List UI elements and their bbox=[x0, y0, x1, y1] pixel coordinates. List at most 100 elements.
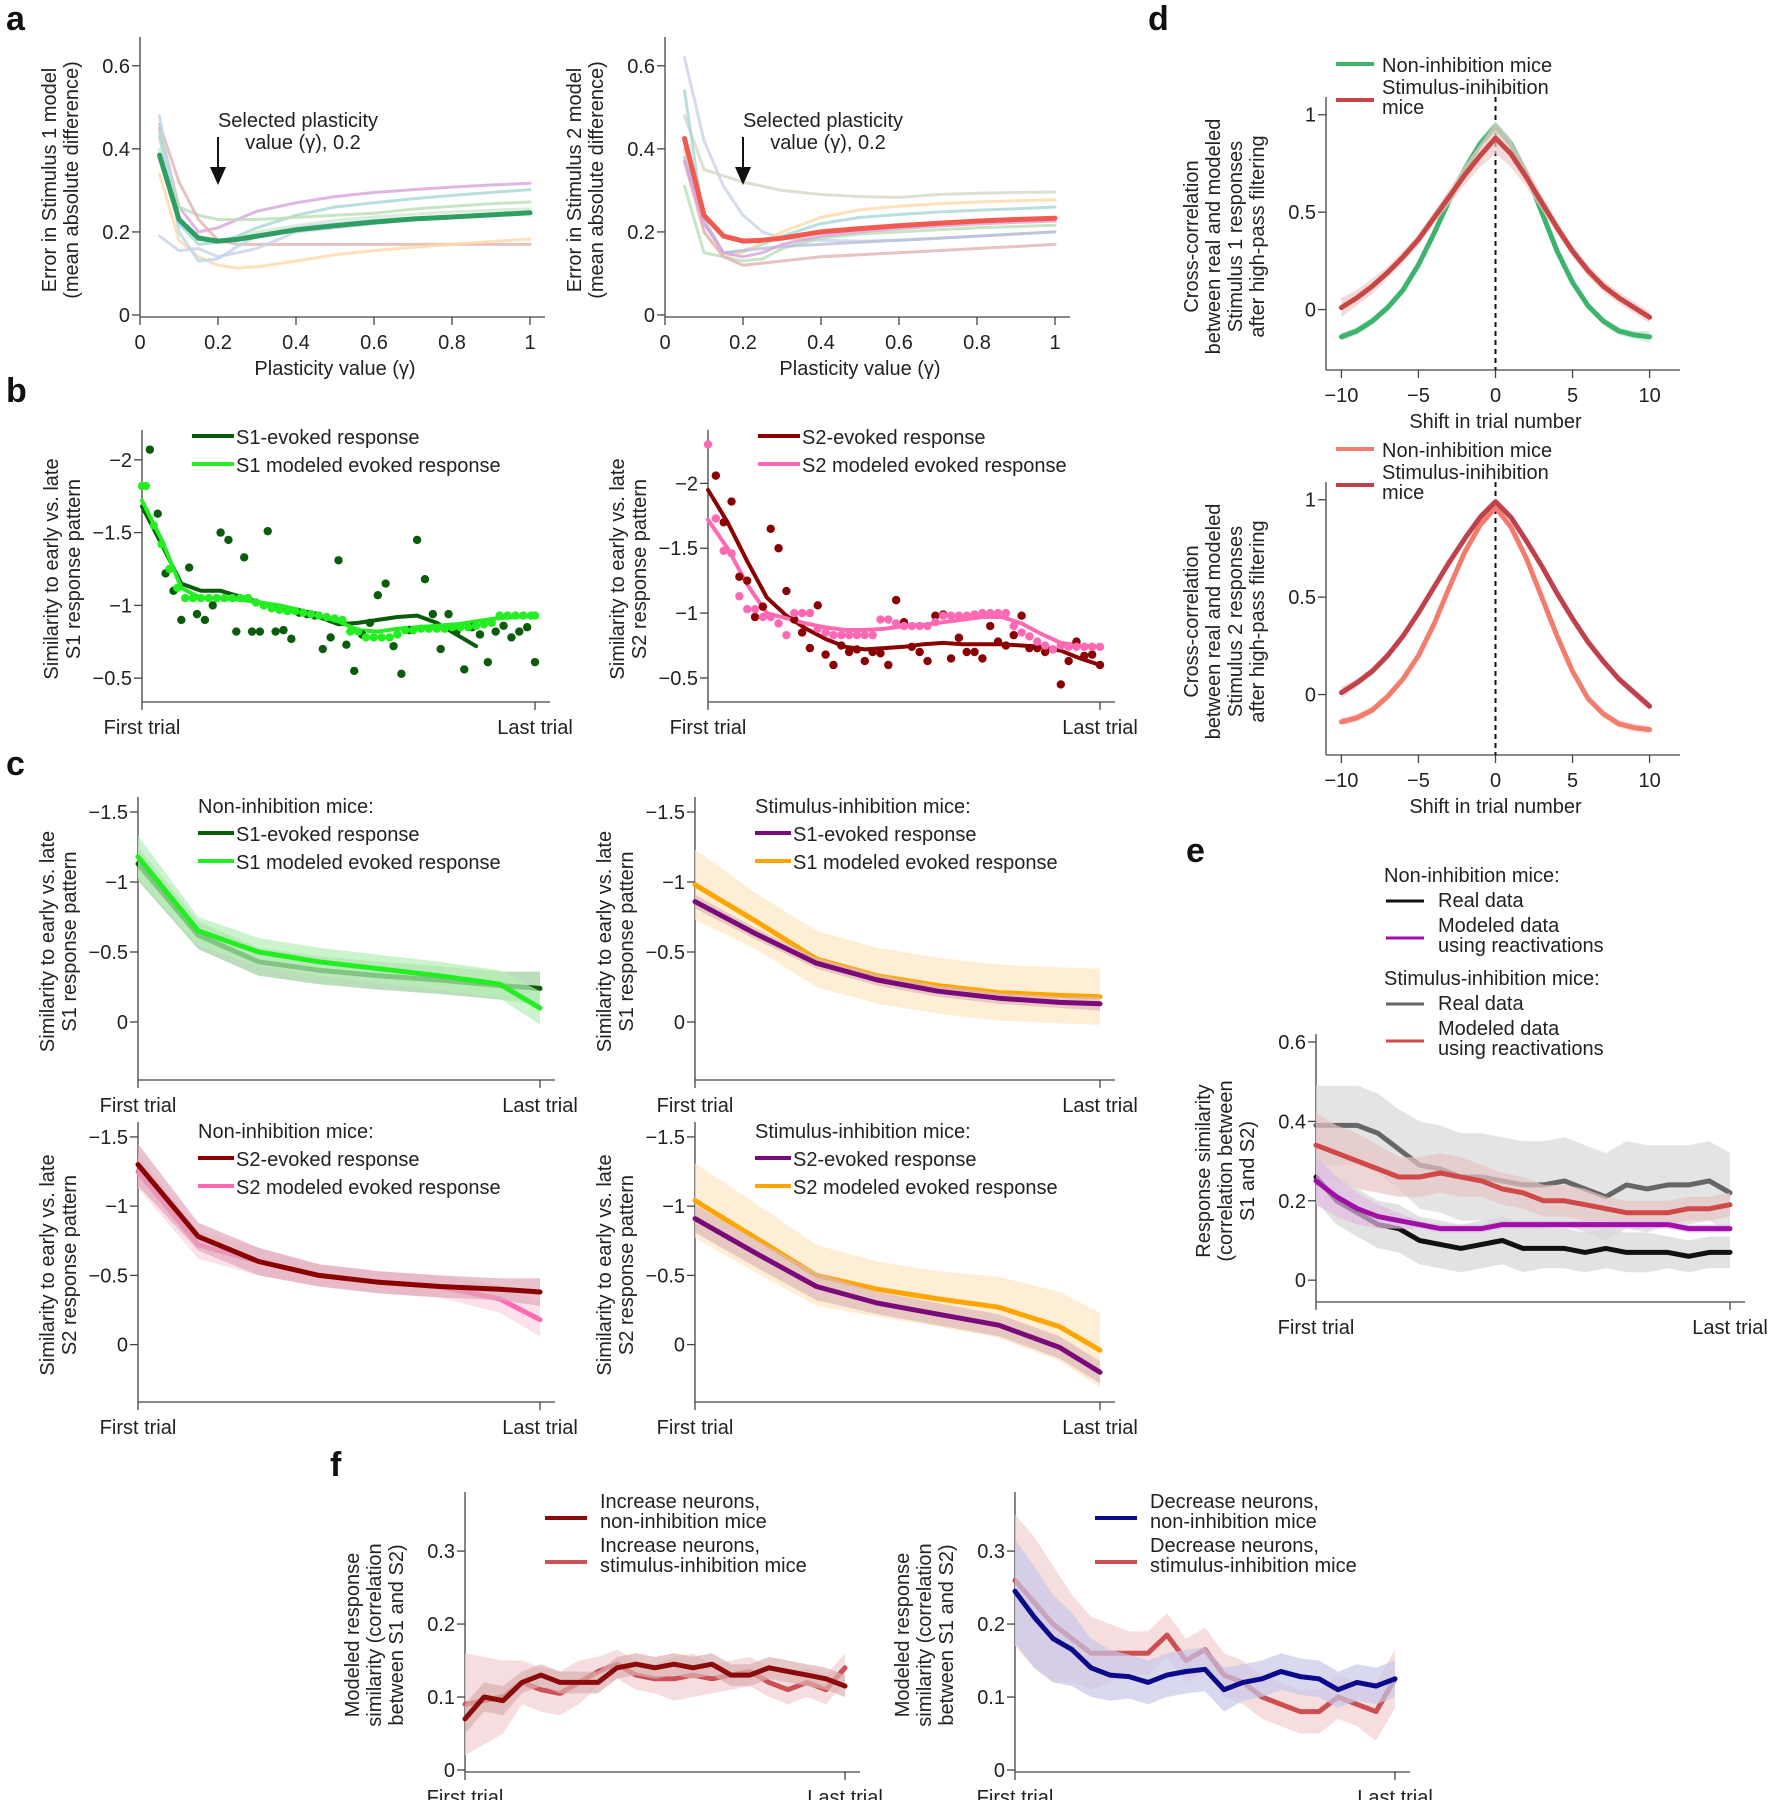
data-point bbox=[530, 657, 540, 667]
data-point bbox=[735, 572, 744, 581]
legend-label: stimulus-inhibition mice bbox=[1150, 1555, 1357, 1577]
data-point bbox=[813, 624, 822, 633]
y-tick-label: 0 bbox=[119, 305, 130, 327]
y-tick-label: 0.2 bbox=[977, 1614, 1005, 1636]
data-point bbox=[519, 611, 528, 620]
y-tick-label: 0.1 bbox=[427, 1687, 455, 1709]
chart-b2: −2 −1.5 −1 −0.5 First trial Last trial Similar… bbox=[607, 427, 1138, 739]
y-tick-label: 0 bbox=[674, 1335, 685, 1357]
data-point bbox=[342, 640, 351, 649]
y-tick-label: −1 bbox=[662, 1196, 685, 1218]
panel-letter-b: b bbox=[6, 372, 27, 410]
x-tick-label: First trial bbox=[657, 1417, 734, 1439]
data-point bbox=[766, 524, 775, 533]
data-point bbox=[192, 609, 202, 619]
y-tick-label: −1 bbox=[105, 872, 128, 894]
data-point bbox=[471, 621, 481, 630]
panel-letter-f: f bbox=[330, 1446, 342, 1484]
x-tick-label: Last trial bbox=[1062, 1417, 1138, 1439]
data-point bbox=[361, 633, 371, 642]
y-tick-label: −1 bbox=[109, 595, 132, 617]
legend-label: S2 modeled evoked response bbox=[793, 1177, 1058, 1199]
data-point bbox=[743, 576, 752, 585]
data-point bbox=[334, 556, 343, 565]
data-point bbox=[829, 660, 838, 670]
series-line bbox=[682, 136, 1058, 244]
data-point bbox=[782, 586, 791, 596]
y-tick-label: 0.4 bbox=[1278, 1111, 1306, 1133]
data-point bbox=[436, 644, 445, 654]
data-point bbox=[1017, 628, 1026, 637]
data-point bbox=[719, 518, 728, 527]
legend-title: Non-inhibition mice: bbox=[198, 1121, 374, 1143]
data-point bbox=[1048, 645, 1058, 654]
data-point bbox=[1087, 650, 1097, 659]
data-point bbox=[1087, 642, 1097, 652]
x-tick-label: Last trial bbox=[1357, 1787, 1433, 1800]
panel-letter-d: d bbox=[1148, 0, 1169, 38]
y-tick-label: −1 bbox=[675, 603, 698, 625]
y-tick-label: 0.2 bbox=[102, 222, 130, 244]
y-tick-label: −0.5 bbox=[89, 942, 128, 964]
x-tick-label: 0.2 bbox=[729, 332, 757, 354]
y-axis-label: similarity (correlation bbox=[914, 1543, 936, 1726]
data-point bbox=[884, 660, 893, 670]
y-tick-label: 0 bbox=[1305, 300, 1316, 322]
data-point bbox=[1033, 637, 1042, 646]
y-axis-label: Error in Stimulus 1 model bbox=[39, 68, 61, 293]
data-point bbox=[1095, 660, 1105, 670]
y-tick-label: 0 bbox=[117, 1012, 128, 1034]
legend-label: S2 modeled evoked response bbox=[802, 455, 1067, 477]
data-point bbox=[915, 621, 924, 631]
y-axis-label: Similarity to early vs. late bbox=[594, 1154, 616, 1375]
data-point bbox=[970, 610, 979, 619]
data-point bbox=[837, 641, 846, 650]
x-tick-label: Last trial bbox=[1062, 1095, 1138, 1117]
series-line bbox=[158, 126, 532, 234]
data-point bbox=[962, 611, 971, 620]
y-tick-label: 0.6 bbox=[627, 56, 655, 78]
data-point bbox=[306, 609, 316, 619]
y-tick-label: −0.5 bbox=[646, 942, 685, 964]
chart-c1: −1.5 −1 −0.5 0 First trial Last trial Similari… bbox=[37, 796, 578, 1117]
data-point bbox=[766, 612, 775, 622]
data-point bbox=[876, 649, 885, 658]
chart-e: 0 0.2 0.4 0.6 First trial Last trial Response … bbox=[1193, 865, 1768, 1339]
legend-label: non-inhibition mice bbox=[1150, 1511, 1317, 1533]
data-point bbox=[444, 609, 453, 619]
data-point bbox=[986, 621, 995, 631]
data-point bbox=[251, 598, 261, 607]
data-point bbox=[750, 605, 760, 614]
y-axis-label: (mean absolute difference) bbox=[586, 61, 608, 299]
y-tick-label: 0 bbox=[444, 1760, 455, 1782]
y-axis-label: Cross-correlation bbox=[1181, 545, 1203, 697]
x-tick-label: Last trial bbox=[502, 1095, 578, 1117]
y-tick-label: 0.6 bbox=[102, 56, 130, 78]
legend-label: Non-inhibition mice bbox=[1382, 440, 1552, 462]
y-axis-label: S2 response pattern bbox=[616, 1175, 638, 1355]
data-point bbox=[393, 630, 402, 639]
data-point bbox=[487, 618, 496, 628]
y-tick-label: −1.5 bbox=[89, 1127, 128, 1149]
data-point bbox=[346, 627, 355, 636]
data-point bbox=[522, 623, 532, 632]
data-point bbox=[424, 624, 434, 633]
data-point bbox=[499, 621, 508, 630]
data-point bbox=[868, 630, 877, 640]
error-band bbox=[138, 847, 540, 1006]
y-tick-label: 0 bbox=[1295, 1270, 1306, 1292]
y-axis-label: after high-pass filtering bbox=[1247, 520, 1269, 722]
legend-label: Real data bbox=[1438, 993, 1524, 1015]
data-point bbox=[326, 633, 335, 642]
data-point bbox=[797, 628, 807, 637]
legend-label: Real data bbox=[1438, 890, 1524, 912]
y-axis-label: Stimulus 2 responses bbox=[1225, 526, 1247, 717]
data-point bbox=[456, 623, 465, 632]
chart-f1: 0 0.1 0.2 0.3 First trial Last trial Modeled r… bbox=[342, 1491, 883, 1800]
data-point bbox=[837, 630, 846, 640]
data-point bbox=[208, 601, 217, 610]
data-point bbox=[428, 609, 438, 619]
data-point bbox=[727, 549, 736, 558]
data-point bbox=[782, 630, 791, 640]
x-tick-label: 1 bbox=[524, 332, 535, 354]
